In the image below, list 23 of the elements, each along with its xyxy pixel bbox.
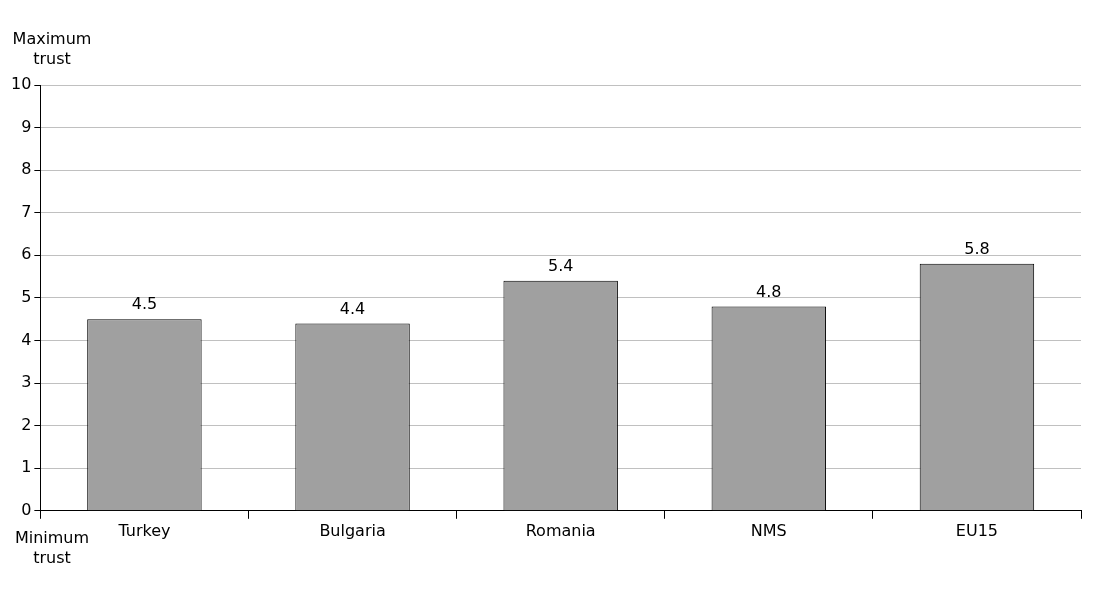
x-tick-label: Turkey xyxy=(117,520,171,540)
x-tick-label: Bulgaria xyxy=(319,520,386,540)
y-tick-label: 3 xyxy=(21,372,32,392)
y-tick-label: 9 xyxy=(21,116,32,136)
x-tick-label: Romania xyxy=(525,520,596,540)
y-tick-label: 2 xyxy=(21,414,32,434)
data-label: 5.4 xyxy=(547,256,574,276)
y-tick-label: 5 xyxy=(21,287,32,307)
data-label: 5.8 xyxy=(964,238,990,258)
text: Maximum trust xyxy=(12,29,92,69)
y-tick-label: 8 xyxy=(21,159,32,179)
y-tick-label: 10 xyxy=(11,74,32,94)
data-label: 4.8 xyxy=(756,281,782,301)
x-tick-label: EU15 xyxy=(955,520,999,540)
data-label: 4.4 xyxy=(339,298,366,318)
y-tick-label: 7 xyxy=(21,201,32,221)
y-tick-label: 0 xyxy=(21,499,32,519)
y-tick-label: 4 xyxy=(21,329,32,349)
data-label: 4.5 xyxy=(131,294,158,314)
x-tick-label: NMS xyxy=(750,520,787,540)
y-tick-label: 6 xyxy=(21,244,32,264)
text: Minimum trust xyxy=(14,527,90,567)
y-tick-label: 1 xyxy=(21,457,32,477)
